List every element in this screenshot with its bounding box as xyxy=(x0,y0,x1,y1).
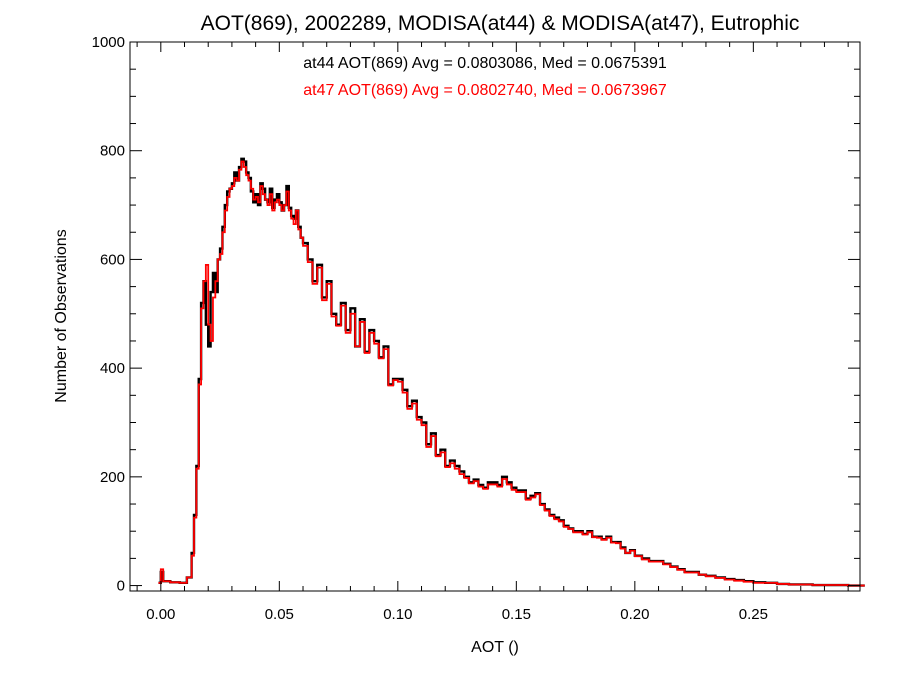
annotation-at44-stats: at44 AOT(869) Avg = 0.0803086, Med = 0.0… xyxy=(303,55,667,72)
y-axis: 0 200 400 600 800 1000 xyxy=(92,34,860,595)
plot-frame xyxy=(129,41,861,592)
y-axis-label: Number of Observations xyxy=(53,229,70,402)
x-tick-label: 0.00 xyxy=(146,606,175,623)
x-tick-label: 0.25 xyxy=(739,606,768,623)
y-tick-label: 800 xyxy=(100,143,125,160)
annotation-at47-stats: at47 AOT(869) Avg = 0.0802740, Med = 0.0… xyxy=(303,82,667,99)
x-tick-label: 0.05 xyxy=(265,606,294,623)
annotations: at44 AOT(869) Avg = 0.0803086, Med = 0.0… xyxy=(303,55,667,99)
x-axis-label: AOT () xyxy=(471,639,519,656)
x-tick-label: 0.10 xyxy=(383,606,412,623)
y-tick-label: 1000 xyxy=(92,34,125,51)
y-tick-label: 0 xyxy=(117,578,125,595)
x-tick-label: 0.20 xyxy=(620,606,649,623)
x-tick-label: 0.15 xyxy=(502,606,531,623)
y-tick-label: 600 xyxy=(100,251,125,268)
series-group xyxy=(158,157,865,587)
series-line-at47 xyxy=(158,160,865,587)
chart-title: AOT(869), 2002289, MODISA(at44) & MODISA… xyxy=(201,12,800,35)
y-tick-label: 200 xyxy=(100,469,125,486)
y-tick-label: 400 xyxy=(100,360,125,377)
series-line-at44 xyxy=(158,157,865,587)
x-axis: 0.00 0.05 0.10 0.15 0.20 0.25 xyxy=(136,42,849,623)
